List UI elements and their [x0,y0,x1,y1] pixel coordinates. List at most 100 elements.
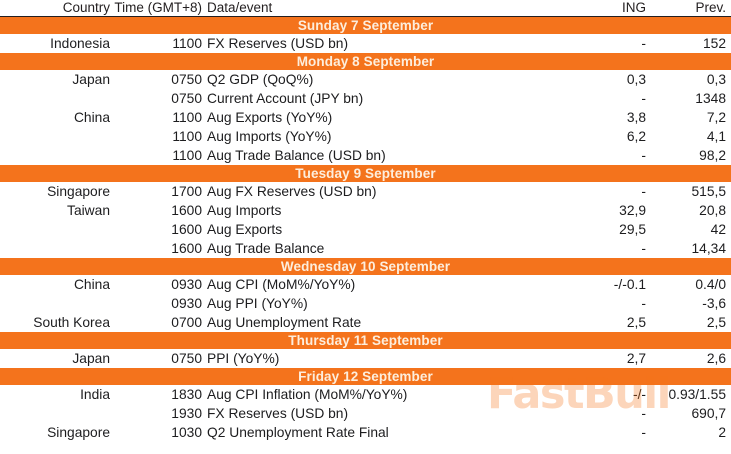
cell-event: Aug CPI Inflation (MoM%/YoY%) [207,387,408,402]
table-row[interactable]: 1600 Aug Exports 29,5 42 [0,220,731,239]
cell-previous-value: 14,34 [691,241,726,256]
cell-time: 0930 [171,296,202,311]
day-section-header: Sunday 7 September [0,17,731,34]
table-row[interactable]: 0930 Aug PPI (YoY%) - -3,6 [0,294,731,313]
table-row[interactable]: Singapore 1700 Aug FX Reserves (USD bn) - 51… [0,182,731,201]
cell-ing-forecast: - [641,91,646,106]
column-header-time: Time (GMT+8) [114,0,202,15]
cell-previous-value: 2 [718,425,726,440]
cell-previous-value: -3,6 [702,296,726,311]
table-row[interactable]: 0750 Current Account (JPY bn) - 1348 [0,89,731,108]
table-row[interactable]: China 1100 Aug Exports (YoY%) 3,8 7,2 [0,108,731,127]
cell-time: 1700 [171,184,202,199]
cell-time: 1600 [171,241,202,256]
cell-ing-forecast: - [641,406,646,421]
cell-country: Singapore [47,425,110,440]
cell-time: 1100 [172,129,202,144]
cell-previous-value: 4,1 [706,129,726,144]
cell-time: 1100 [172,36,202,51]
cell-event: Current Account (JPY bn) [207,91,364,106]
cell-event: Aug Exports (YoY%) [207,110,333,125]
cell-event: FX Reserves (USD bn) [207,406,349,421]
cell-ing-forecast: - [641,148,646,163]
cell-time: 1600 [171,203,202,218]
cell-previous-value: 515,5 [691,184,726,199]
day-section-header: Friday 12 September [0,368,731,385]
table-row[interactable]: Japan 0750 Q2 GDP (QoQ%) 0,3 0,3 [0,70,731,89]
cell-ing-forecast: -/- [632,387,646,402]
cell-time: 1600 [171,222,202,237]
cell-ing-forecast: 3,8 [626,110,646,125]
cell-event: Q2 GDP (QoQ%) [207,72,314,87]
cell-event: Aug Trade Balance [207,241,325,256]
cell-previous-value: 20,8 [699,203,726,218]
table-row[interactable]: 1930 FX Reserves (USD bn) - 690,7 [0,404,731,423]
day-section-header: Wednesday 10 September [0,258,731,275]
cell-ing-forecast: - [641,241,646,256]
cell-time: 0750 [171,351,202,366]
cell-previous-value: 0.93/1.55 [668,387,726,402]
table-row[interactable]: 1600 Aug Trade Balance - 14,34 [0,239,731,258]
table-row[interactable]: India 1830 Aug CPI Inflation (MoM%/YoY%) -/… [0,385,731,404]
cell-time: 0750 [171,91,202,106]
cell-previous-value: 7,2 [706,110,726,125]
column-header-ing: ING [621,0,646,15]
cell-country: China [73,277,110,292]
table-row[interactable]: Indonesia 1100 FX Reserves (USD bn) - 152 [0,34,731,53]
cell-event: Aug Imports (YoY%) [207,129,332,144]
table-row[interactable]: 1100 Aug Trade Balance (USD bn) - 98,2 [0,146,731,165]
cell-country: Taiwan [67,203,110,218]
day-section-label: Thursday 11 September [288,333,443,348]
cell-ing-forecast: - [641,36,646,51]
table-row[interactable]: Japan 0750 PPI (YoY%) 2,7 2,6 [0,349,731,368]
table-row[interactable]: Singapore 1030 Q2 Unemployment Rate Final -… [0,423,731,442]
cell-event: Aug Unemployment Rate [207,315,362,330]
cell-event: FX Reserves (USD bn) [207,36,349,51]
cell-ing-forecast: 6,2 [626,129,646,144]
cell-event: Aug CPI (MoM%/YoY%) [207,277,356,292]
cell-event: Aug PPI (YoY%) [207,296,308,311]
day-section-label: Monday 8 September [296,54,435,69]
cell-time: 1100 [172,110,202,125]
cell-time: 1830 [171,387,202,402]
table-row[interactable]: 1100 Aug Imports (YoY%) 6,2 4,1 [0,127,731,146]
cell-country: Singapore [47,184,110,199]
day-section-label: Tuesday 9 September [295,166,436,181]
cell-event: Aug FX Reserves (USD bn) [207,184,377,199]
column-header-prev: Prev. [695,0,726,15]
table-row[interactable]: Taiwan 1600 Aug Imports 32,9 20,8 [0,201,731,220]
cell-ing-forecast: -/-0.1 [613,277,646,292]
day-section-header: Thursday 11 September [0,332,731,349]
cell-time: 0700 [171,315,202,330]
table-row[interactable]: South Korea 0700 Aug Unemployment Rate 2,5 2… [0,313,731,332]
cell-previous-value: 0.4/0 [695,277,726,292]
cell-time: 0750 [171,72,202,87]
day-section-label: Sunday 7 September [297,18,434,33]
table-row[interactable]: China 0930 Aug CPI (MoM%/YoY%) -/-0.1 0.4/0 [0,275,731,294]
cell-event: Q2 Unemployment Rate Final [207,425,389,440]
cell-time: 1930 [171,406,202,421]
cell-country: Japan [72,351,110,366]
cell-event: Aug Exports [207,222,283,237]
cell-country: Indonesia [50,36,110,51]
cell-event: Aug Trade Balance (USD bn) [207,148,386,163]
cell-previous-value: 0,3 [706,72,726,87]
cell-country: India [80,387,110,402]
cell-time: 1030 [171,425,202,440]
cell-time: 0930 [171,277,202,292]
cell-ing-forecast: 32,9 [619,203,646,218]
cell-previous-value: 690,7 [691,406,726,421]
day-section-header: Monday 8 September [0,53,731,70]
cell-country: Japan [72,72,110,87]
day-section-header: Tuesday 9 September [0,165,731,182]
day-section-label: Wednesday 10 September [280,259,451,274]
cell-event: Aug Imports [207,203,282,218]
cell-country: South Korea [33,315,110,330]
cell-ing-forecast: 2,5 [626,315,646,330]
cell-previous-value: 2,6 [706,351,726,366]
cell-previous-value: 1348 [695,91,726,106]
cell-previous-value: 42 [710,222,726,237]
cell-ing-forecast: - [641,425,646,440]
cell-ing-forecast: 2,7 [626,351,646,366]
